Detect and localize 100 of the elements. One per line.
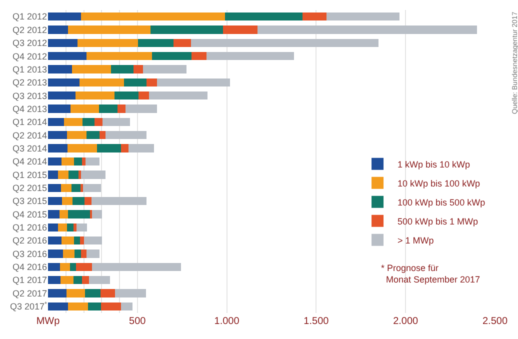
bar	[48, 38, 78, 48]
bar	[80, 184, 84, 192]
bar	[156, 78, 230, 87]
bar	[71, 184, 80, 192]
bar	[115, 289, 146, 298]
bar	[48, 236, 62, 245]
bar	[86, 131, 100, 140]
y-tick-label: Q2 2013	[12, 78, 47, 88]
bar	[133, 65, 143, 74]
y-tick-label: Q1 2015	[12, 170, 47, 180]
bar	[48, 276, 61, 284]
bar	[67, 144, 97, 152]
bar	[222, 26, 258, 34]
bar	[76, 262, 92, 271]
y-tick-label: Q1 2014	[12, 117, 47, 128]
bar	[48, 250, 63, 258]
bar	[48, 289, 66, 298]
y-tick-label: Q3 2016	[12, 248, 47, 259]
y-tick-label: Q4 2015	[12, 209, 47, 220]
x-tick-label: 2.000	[393, 316, 419, 327]
bar	[82, 118, 94, 126]
legend-label: > 1 MWp	[398, 235, 434, 246]
bar	[68, 302, 88, 310]
bar	[78, 170, 82, 179]
bar	[92, 262, 182, 271]
y-tick-label: Q3 2014	[12, 143, 47, 154]
bar	[48, 302, 68, 310]
bar	[74, 250, 82, 258]
bar	[99, 131, 106, 140]
bar	[86, 157, 100, 166]
bar	[48, 157, 62, 166]
bar	[74, 236, 80, 245]
bar	[86, 52, 152, 60]
bar	[80, 78, 124, 87]
bar	[48, 184, 62, 192]
bar	[84, 196, 92, 206]
y-tick-label: Q2 2014	[12, 130, 47, 140]
bar	[48, 210, 60, 218]
bar	[66, 289, 86, 298]
bar	[48, 170, 58, 179]
bar	[48, 144, 68, 152]
x-tick-label: 500	[129, 316, 146, 327]
bar	[72, 65, 111, 74]
bar	[70, 262, 76, 271]
bar	[73, 276, 82, 284]
bar	[60, 210, 68, 218]
y-tick-label: Q1 2013	[12, 64, 47, 74]
bar	[58, 170, 69, 179]
bar	[138, 38, 174, 48]
bar	[152, 52, 192, 60]
y-tick-label: Q2 2016	[12, 236, 47, 246]
bar	[120, 302, 132, 310]
bar	[76, 92, 115, 100]
bar	[173, 38, 191, 48]
y-tick-label: Q4 2014	[12, 156, 47, 167]
bar	[62, 236, 74, 245]
y-tick-label: Q2 2017	[12, 288, 47, 298]
y-tick-label: Q1 2016	[12, 222, 47, 233]
annotation: * Prognose für Monat September 2017	[381, 263, 480, 285]
y-tick-label: Q3 2015	[12, 196, 47, 206]
bar	[81, 250, 86, 258]
bar	[124, 78, 146, 87]
bar	[326, 12, 400, 21]
bar	[94, 118, 102, 126]
bar	[258, 26, 478, 34]
y-tick-label: Q4 2013	[12, 104, 47, 114]
bar	[62, 250, 75, 258]
legend-label: 1 kWp bis 10 kWp	[398, 159, 470, 170]
bar	[120, 144, 128, 152]
bar	[96, 144, 121, 152]
bar	[48, 223, 58, 232]
bar	[92, 210, 102, 218]
y-tick-label: Q1 2012	[12, 12, 47, 22]
bar	[82, 157, 86, 166]
bar	[61, 184, 72, 192]
bar	[224, 12, 302, 21]
bar	[84, 236, 102, 245]
bar	[60, 276, 74, 284]
bar	[146, 78, 157, 87]
x-tick-label: 1.500	[304, 316, 330, 327]
bar	[67, 223, 74, 232]
bar	[48, 52, 86, 60]
bar	[138, 92, 150, 100]
bar	[70, 104, 99, 113]
bar	[98, 104, 118, 113]
bar	[302, 12, 326, 21]
bar	[118, 104, 126, 113]
bar	[64, 118, 83, 126]
bar	[86, 250, 100, 258]
bar	[48, 262, 60, 271]
bar	[114, 92, 138, 100]
bar	[48, 12, 81, 21]
bar	[102, 118, 130, 126]
y-tick-label: Q1 2017	[12, 275, 47, 286]
bar	[88, 302, 101, 310]
bar	[48, 92, 76, 100]
legend-label: 500 kWp bis 1 MWp	[398, 216, 478, 226]
bar	[48, 26, 68, 34]
legend-label: 100 kWp bis 500 kWp	[398, 197, 486, 208]
bar	[62, 196, 73, 206]
